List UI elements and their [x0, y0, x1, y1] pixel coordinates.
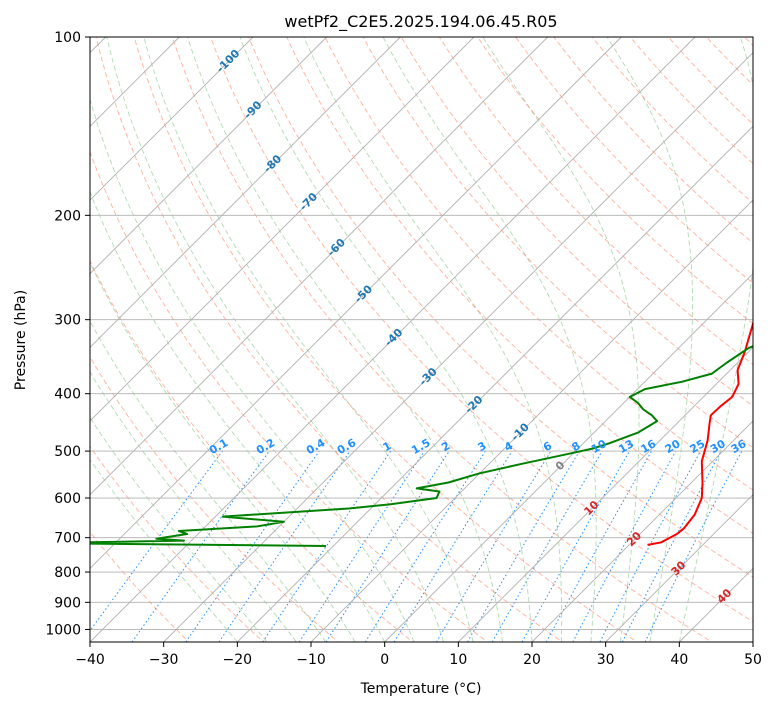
isotherm-line [90, 37, 696, 642]
y-tick-label: 500 [54, 444, 81, 460]
mixing-ratio-line [262, 450, 392, 642]
chart-title: wetPf2_C2E5.2025.194.06.45.R05 [284, 12, 557, 32]
moist-adiabat-line [303, 37, 563, 642]
isotherm-line [237, 125, 753, 642]
mixing-ratio-lines [90, 450, 743, 642]
y-tick-label: 300 [54, 313, 81, 329]
x-axis-ticks: −40 −30 −20 −10 0 10 20 30 40 50 [75, 642, 762, 668]
moist-adiabat-line [90, 458, 238, 642]
isotherm-line [531, 420, 753, 642]
isotherm-line [90, 37, 327, 275]
dry-adiabat-line [324, 37, 753, 491]
temperature-line [647, 320, 753, 546]
x-tick-label: 50 [744, 652, 762, 668]
moist-adiabat-line [90, 261, 356, 642]
moist-adiabat-line [606, 37, 694, 642]
moist-adiabat-line [382, 37, 597, 642]
moist-adiabats [90, 37, 753, 642]
mixing-ratio-line [185, 450, 320, 642]
y-tick-label: 400 [54, 387, 81, 403]
moist-adiabat-line [187, 37, 503, 642]
mixing-ratio-line [393, 450, 513, 642]
y-tick-label: 1000 [45, 622, 81, 638]
isotherm-line [605, 494, 753, 642]
dry-adiabat-line [438, 37, 753, 365]
mixing-ratio-line [644, 450, 743, 642]
moist-adiabat-line [90, 320, 327, 642]
x-tick-label: 40 [670, 652, 688, 668]
moist-adiabat-line [90, 190, 386, 642]
y-tick-label: 600 [54, 491, 81, 507]
x-tick-label: 20 [523, 652, 541, 668]
x-tick-label: −40 [75, 652, 105, 668]
y-tick-label: 900 [54, 595, 81, 611]
isotherm-gridlines [90, 37, 753, 642]
x-tick-label: 10 [449, 652, 467, 668]
isotherm-line [90, 37, 254, 201]
isotherm-line [384, 273, 753, 642]
y-axis-ticks: 100 200 300 400 500 600 700 800 900 1000 [45, 30, 90, 638]
isotherm-line [90, 37, 401, 348]
isotherm-line [310, 199, 753, 642]
moist-adiabat-line [482, 37, 640, 642]
mixing-ratio-line [572, 450, 677, 642]
isotherm-line [90, 37, 475, 422]
moist-adiabat-line [239, 37, 533, 642]
mixing-ratio-line [325, 450, 450, 642]
mixing-ratio-line [521, 450, 630, 642]
y-axis-label: Pressure (hPa) [13, 290, 29, 390]
mixing-ratio-line [90, 450, 223, 632]
isobar-gridlines [90, 37, 753, 630]
x-axis-label: Temperature (°C) [360, 681, 482, 697]
y-tick-label: 100 [54, 30, 81, 46]
y-tick-label: 700 [54, 531, 81, 547]
dry-adiabat-line [248, 37, 753, 578]
x-tick-label: 0 [380, 652, 389, 668]
x-tick-label: 30 [597, 652, 615, 668]
isotherm-line [90, 37, 548, 496]
axes-frame [89, 36, 754, 643]
dry-adiabat-line [171, 37, 713, 642]
moist-adiabat-line [143, 37, 474, 642]
dry-adiabat-line [286, 37, 753, 534]
sounding-series [90, 320, 753, 547]
x-tick-label: −10 [296, 652, 326, 668]
mixing-ratio-line [298, 450, 425, 642]
isotherm-line [163, 52, 753, 642]
y-tick-label: 800 [54, 565, 81, 581]
x-tick-label: −20 [223, 652, 253, 668]
dewpoint-line [90, 345, 753, 547]
mixing-ratio-line [545, 450, 653, 642]
moist-adiabat-line [106, 37, 445, 642]
isotherm-line [458, 346, 753, 642]
mixing-ratio-line [131, 450, 270, 642]
mixing-ratio-line [218, 450, 351, 642]
dry-adiabat-line [362, 37, 753, 449]
moist-adiabat-line [90, 416, 268, 642]
x-tick-label: −30 [149, 652, 179, 668]
dry-adiabat-line [90, 150, 489, 642]
y-tick-label: 200 [54, 208, 81, 224]
